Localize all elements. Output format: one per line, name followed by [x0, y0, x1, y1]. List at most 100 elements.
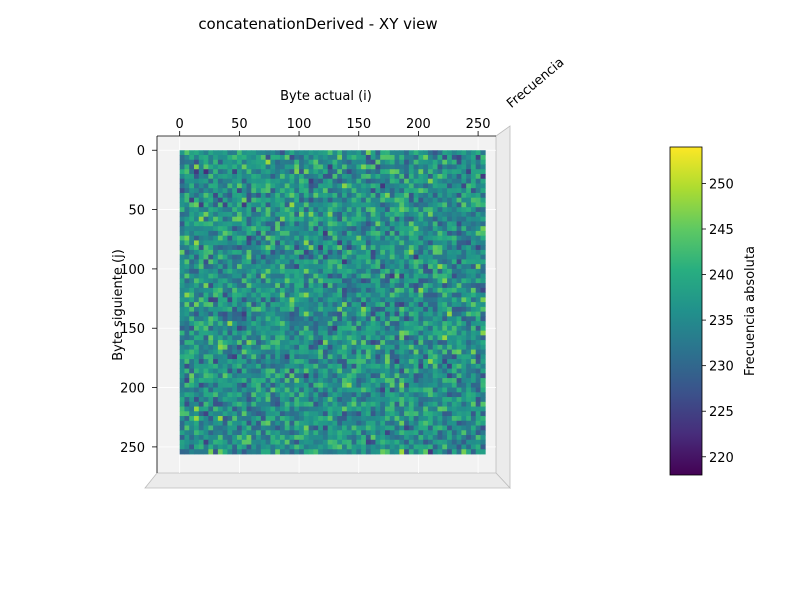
heatmap-cell [451, 240, 457, 246]
heatmap-cell [461, 268, 467, 275]
heatmap-cell [380, 249, 386, 256]
heatmap-cell [399, 207, 405, 213]
heatmap-cell [308, 245, 314, 251]
heatmap-cell [356, 344, 362, 350]
heatmap-cell [365, 297, 372, 303]
heatmap-cell [213, 245, 219, 251]
heatmap-cell [275, 169, 281, 175]
heatmap-cell [189, 330, 195, 336]
heatmap-cell [294, 344, 300, 350]
heatmap-cell [337, 150, 343, 156]
heatmap-cell [246, 349, 252, 355]
heatmap-cell [194, 226, 200, 232]
heatmap-cell [380, 349, 386, 355]
heatmap-cell [189, 302, 195, 308]
heatmap-cell [413, 192, 419, 199]
heatmap-cell [322, 373, 329, 379]
bottom-side-pane [144, 472, 511, 489]
heatmap-cell [308, 344, 314, 350]
heatmap-cell [284, 335, 290, 341]
heatmap-cell [289, 259, 295, 265]
heatmap-cell [227, 164, 233, 170]
heatmap-cell [423, 330, 429, 336]
heatmap-cell [198, 392, 204, 398]
heatmap-cell [427, 435, 434, 441]
heatmap-cell [179, 197, 185, 203]
heatmap-cell [332, 240, 338, 246]
heatmap-cell [256, 297, 262, 303]
heatmap-cell [198, 268, 204, 275]
heatmap-cell [227, 197, 233, 203]
colorbar-tick-label: 245 [709, 223, 734, 238]
heatmap-cell [342, 449, 348, 455]
heatmap-cell [356, 207, 362, 213]
heatmap-cell [470, 169, 477, 175]
heatmap-cell [365, 202, 372, 208]
heatmap-cell [327, 226, 333, 232]
heatmap-cell [427, 240, 434, 246]
heatmap-cell [270, 173, 276, 180]
colorbar-tick-label: 225 [709, 405, 734, 420]
heatmap-cell [461, 363, 467, 369]
heatmap-cell [480, 150, 486, 156]
heatmap-cell [275, 349, 281, 355]
heatmap-cell [399, 321, 405, 327]
heatmap-cell [418, 230, 424, 237]
heatmap-cell [284, 150, 290, 156]
heatmap-cell [275, 197, 281, 203]
heatmap-cell [365, 439, 372, 445]
heatmap-cell [299, 363, 305, 369]
heatmap-cell [241, 211, 247, 218]
heatmap-cell [184, 359, 190, 365]
heatmap-cell [275, 268, 281, 275]
heatmap-cell [432, 335, 438, 341]
heatmap-cell [260, 335, 267, 341]
heatmap-cell [418, 449, 424, 455]
heatmap-cell [275, 245, 281, 251]
heatmap-cell [246, 287, 252, 294]
heatmap-cell [365, 254, 372, 260]
heatmap-cell [418, 425, 424, 431]
heatmap-cell [270, 259, 276, 265]
heatmap-cell [251, 183, 257, 189]
heatmap-cell [313, 292, 319, 298]
heatmap-cell [279, 306, 286, 313]
heatmap-cell [198, 183, 204, 189]
heatmap-cell [337, 154, 343, 161]
heatmap-cell [351, 188, 357, 194]
heatmap-cell [322, 183, 329, 189]
heatmap-cell [279, 449, 286, 455]
heatmap-cell [451, 192, 457, 199]
heatmap-cell [289, 430, 295, 436]
heatmap-cell [217, 359, 224, 365]
heatmap-cell [470, 178, 477, 184]
heatmap-cell [222, 344, 228, 350]
heatmap-cell [313, 401, 319, 407]
heatmap-cell [389, 268, 395, 275]
heatmap-cell [351, 235, 357, 241]
heatmap-cell [189, 173, 195, 180]
heatmap-cell [270, 306, 276, 313]
heatmap-cell [213, 235, 219, 241]
heatmap-cell [399, 344, 405, 350]
heatmap-cell [480, 230, 486, 237]
heatmap-cell [303, 259, 309, 265]
heatmap-cell [217, 264, 224, 270]
heatmap-cell [260, 292, 267, 298]
heatmap-cell [241, 235, 247, 241]
heatmap-cell [327, 292, 333, 298]
heatmap-cell [308, 378, 314, 384]
heatmap-cell [265, 240, 271, 246]
heatmap-cell [370, 420, 376, 426]
heatmap-cell [189, 259, 195, 265]
heatmap-cell [322, 349, 329, 355]
heatmap-cell [466, 230, 472, 237]
heatmap-cell [232, 278, 238, 284]
heatmap-cell [275, 416, 281, 422]
heatmap-cell [322, 230, 329, 237]
heatmap-cell [447, 378, 453, 384]
heatmap-cell [437, 449, 443, 455]
heatmap-cell [232, 230, 238, 237]
heatmap-cell [203, 297, 209, 303]
heatmap-cell [351, 387, 357, 393]
